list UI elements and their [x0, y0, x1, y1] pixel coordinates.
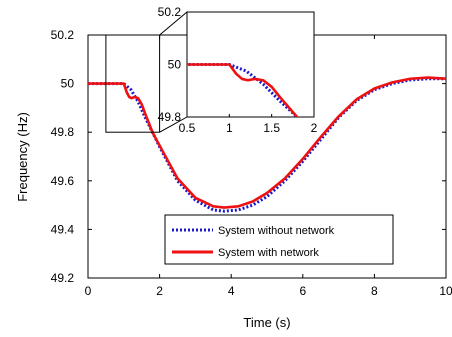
y-axis-label: Frequency (Hz)	[15, 112, 30, 202]
main-axis-ticks: 0 2 4 6 8 10 49.2 49.4 49.6 49.8 50 50.2	[51, 28, 452, 298]
inset-x-tick-label: 1.5	[263, 121, 280, 135]
y-tick-label: 50	[61, 77, 75, 91]
series-line-without-network	[88, 77, 446, 213]
y-tick-label: 49.6	[51, 174, 75, 188]
x-tick-label: 4	[228, 284, 235, 298]
inset-y-tick-label: 50.2	[158, 5, 182, 19]
zoom-connector-line	[159, 116, 188, 133]
inset-y-tick-label: 49.8	[158, 110, 182, 124]
legend-label-without-network: System without network	[218, 225, 335, 237]
x-tick-label: 10	[439, 284, 452, 298]
main-series-group	[88, 76, 446, 213]
series-line-with-network	[187, 63, 300, 117]
series-line-with-network	[88, 76, 446, 209]
inset-x-tick-label: 2	[311, 121, 318, 135]
y-tick-label: 49.8	[51, 125, 75, 139]
inset-series-group	[187, 63, 300, 117]
y-tick-label: 49.4	[51, 222, 75, 236]
zoom-region-box	[105, 34, 161, 133]
x-tick-label: 6	[299, 284, 306, 298]
x-tick-label: 2	[156, 284, 163, 298]
series-line-without-network	[187, 63, 300, 117]
inset-x-tick-label: 1	[226, 121, 233, 135]
legend-label-with-network: System with network	[218, 247, 319, 259]
x-axis-label: Time (s)	[243, 315, 290, 330]
y-tick-label: 50.2	[51, 28, 75, 42]
x-tick-label: 0	[85, 284, 92, 298]
inset-y-tick-label: 50	[168, 58, 182, 72]
zoom-connector-line	[159, 11, 188, 36]
y-tick-label: 49.2	[51, 271, 75, 285]
legend-box	[164, 214, 394, 265]
x-tick-label: 8	[371, 284, 378, 298]
inset-axis-ticks: 0.5 1 1.5 2 49.8 50 50.2	[158, 5, 318, 135]
inset-x-tick-label: 0.5	[179, 121, 196, 135]
legend: System without network System with netwo…	[164, 214, 394, 265]
